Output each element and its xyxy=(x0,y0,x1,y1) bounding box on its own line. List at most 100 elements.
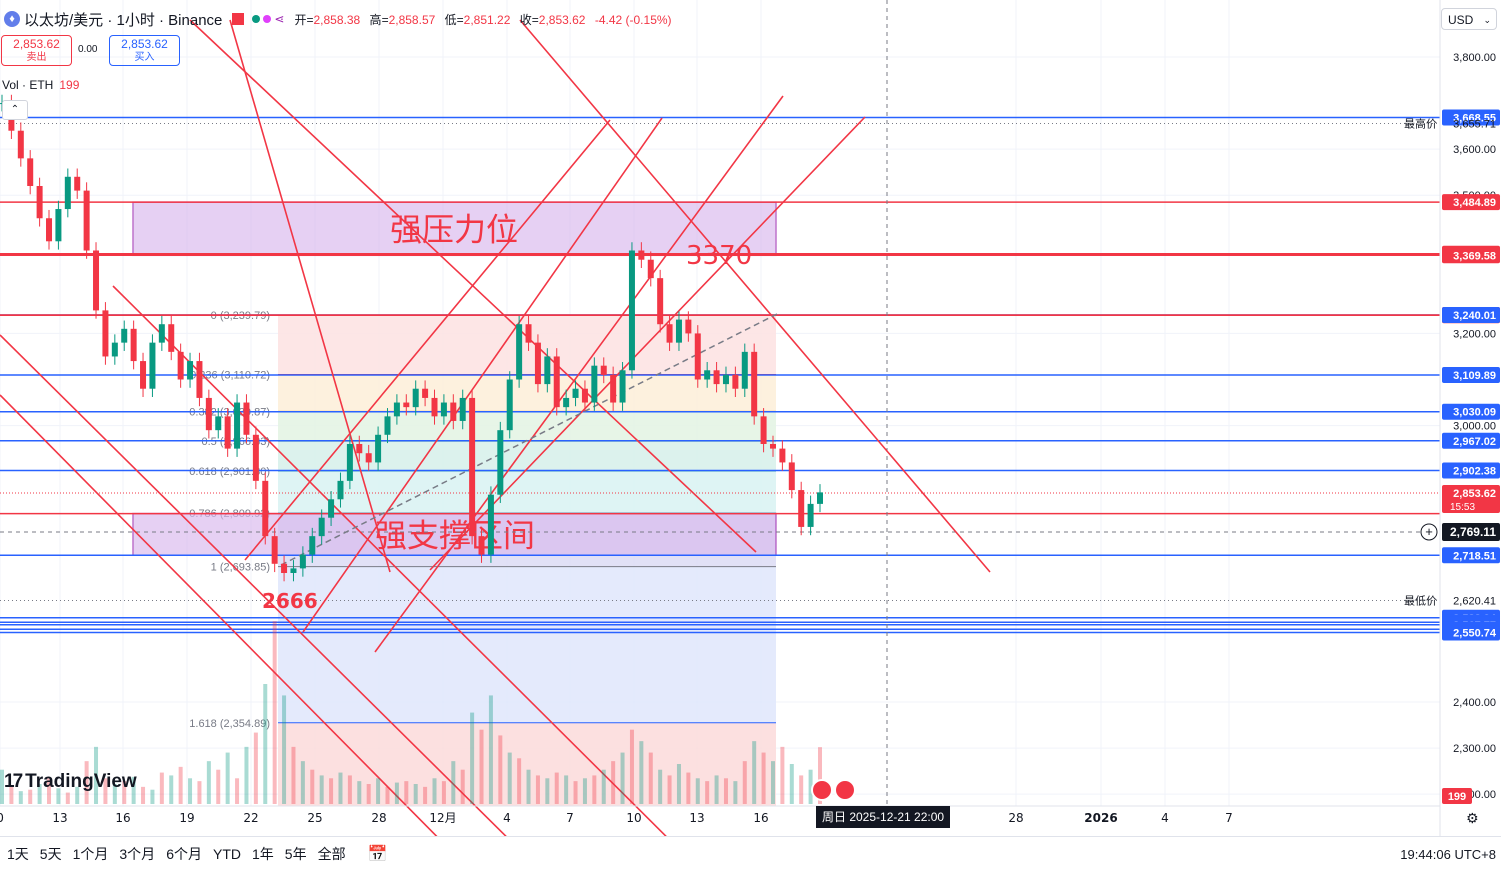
candle xyxy=(177,351,184,380)
candle xyxy=(328,499,335,518)
timeframe-6m[interactable]: 6个月 xyxy=(166,846,202,862)
sell-button[interactable]: 2,853.62 卖出 xyxy=(1,35,72,66)
candle xyxy=(760,416,767,444)
spread-value: 0.00 xyxy=(78,44,98,55)
volume-bar xyxy=(535,775,540,804)
candle xyxy=(55,209,62,242)
candle xyxy=(619,370,626,403)
candle xyxy=(130,328,137,362)
volume-bar xyxy=(488,695,493,804)
volume-bar xyxy=(432,778,437,804)
currency-selector[interactable]: USD ⌄ xyxy=(1441,8,1497,30)
flag-icon[interactable] xyxy=(232,13,245,25)
time-axis: 0 13 16 19 22 25 28 12月 4 7 10 13 16 28 2026 4 7 xyxy=(0,805,1440,825)
timeframe-3m[interactable]: 3个月 xyxy=(119,846,156,862)
channel-line xyxy=(112,285,667,836)
fib-retracement: 0 (3,239.79)0.236 (3,110.72)0.382 (3,030… xyxy=(189,310,776,806)
calendar-icon[interactable]: 📅 xyxy=(367,846,388,863)
candle xyxy=(628,250,635,371)
volume-bar xyxy=(84,761,89,804)
candle xyxy=(356,444,363,454)
volume-bar xyxy=(75,786,80,804)
candle xyxy=(497,430,504,495)
candle xyxy=(666,324,673,343)
volume-bar xyxy=(799,775,804,804)
candle xyxy=(581,388,588,403)
timeframe-5d[interactable]: 5天 xyxy=(39,846,62,862)
timeframe-all[interactable]: 全部 xyxy=(317,846,346,862)
candle xyxy=(384,416,391,435)
volume-bar xyxy=(291,746,296,804)
time-tick-label: 7 xyxy=(566,811,574,825)
gear-icon[interactable]: ⚙ xyxy=(1466,810,1479,826)
candle xyxy=(459,397,466,421)
candle xyxy=(769,444,776,449)
timeframe-1m[interactable]: 1个月 xyxy=(72,846,109,862)
volume-bar xyxy=(329,778,334,804)
candle xyxy=(506,379,513,431)
volume-bar xyxy=(554,772,559,804)
candle xyxy=(732,374,739,389)
volume-legend[interactable]: Vol · ETH 199 xyxy=(2,78,80,92)
volume-badge xyxy=(1442,788,1472,804)
fib-band xyxy=(278,411,776,442)
blue-price-label: 2,550.74 xyxy=(1453,628,1497,640)
candle xyxy=(365,453,372,463)
indicator-dots[interactable]: ⋖ xyxy=(252,12,284,26)
candle xyxy=(657,278,664,325)
buy-button[interactable]: 2,853.62 买入 xyxy=(109,35,180,66)
volume-bar xyxy=(18,791,23,804)
fib-level-label: 0.618 (2,901.80) xyxy=(189,466,270,478)
volume-bar xyxy=(94,746,99,804)
timeframe-1d[interactable]: 1天 xyxy=(7,846,29,862)
candle xyxy=(375,434,382,463)
time-tick-label: 2026 xyxy=(1084,811,1117,825)
fib-level-label: 1.618 (2,354.89) xyxy=(189,718,270,730)
fib-band xyxy=(278,722,776,806)
time-tick-label: 4 xyxy=(1161,811,1169,825)
current-price-badge xyxy=(1442,485,1500,514)
volume-bar xyxy=(169,775,174,804)
candle xyxy=(64,176,71,210)
blue-price-badge xyxy=(1442,403,1500,420)
volume-bar xyxy=(423,786,428,804)
price-tick-label: 2,300.00 xyxy=(1453,743,1496,755)
collapse-legend-button[interactable]: ⌃ xyxy=(2,100,28,120)
channel-line xyxy=(229,19,391,573)
price-tick-label: 3,800.00 xyxy=(1453,52,1496,64)
volume-bar xyxy=(28,789,33,804)
candle xyxy=(252,434,259,481)
volume-bar xyxy=(112,784,117,804)
tradingview-logo[interactable]: 17 TradingView xyxy=(4,771,137,792)
volume-bar xyxy=(376,778,381,804)
timeframe-ytd[interactable]: YTD xyxy=(212,846,241,862)
clock[interactable]: 19:44:06 UTC+8 xyxy=(1400,846,1496,862)
volume-bar xyxy=(37,784,42,804)
candle xyxy=(469,397,476,537)
add-alert-icon xyxy=(1420,523,1438,541)
volume-bar xyxy=(507,752,512,804)
candle xyxy=(299,554,306,569)
volume-bar xyxy=(601,769,606,804)
volume-bar xyxy=(197,781,202,804)
time-tick-label: 12月 xyxy=(429,811,456,825)
time-tick-label: 13 xyxy=(52,811,67,825)
high-price: 3,655.71 xyxy=(1453,118,1496,130)
volume-bar xyxy=(103,778,108,804)
candle xyxy=(83,190,90,251)
chart-canvas[interactable]: 0 (3,239.79)0.236 (3,110.72)0.382 (3,030… xyxy=(0,0,1501,836)
volume-bar xyxy=(65,792,70,804)
volume-bar xyxy=(742,761,747,804)
candle xyxy=(393,402,400,417)
symbol-title[interactable]: 以太坊/美元 · 1小时 · Binance xyxy=(24,11,223,29)
volume-bar xyxy=(573,781,578,804)
volume-bar xyxy=(141,786,146,804)
time-tick-label: 19 xyxy=(179,811,194,825)
volume-bar xyxy=(658,769,663,804)
timeframe-1y[interactable]: 1年 xyxy=(251,846,274,862)
time-tick-label: 25 xyxy=(307,811,322,825)
timeframe-5y[interactable]: 5年 xyxy=(284,846,307,862)
candle xyxy=(704,370,711,380)
volume-bar xyxy=(780,746,785,804)
horizontal-lines xyxy=(0,0,1440,806)
